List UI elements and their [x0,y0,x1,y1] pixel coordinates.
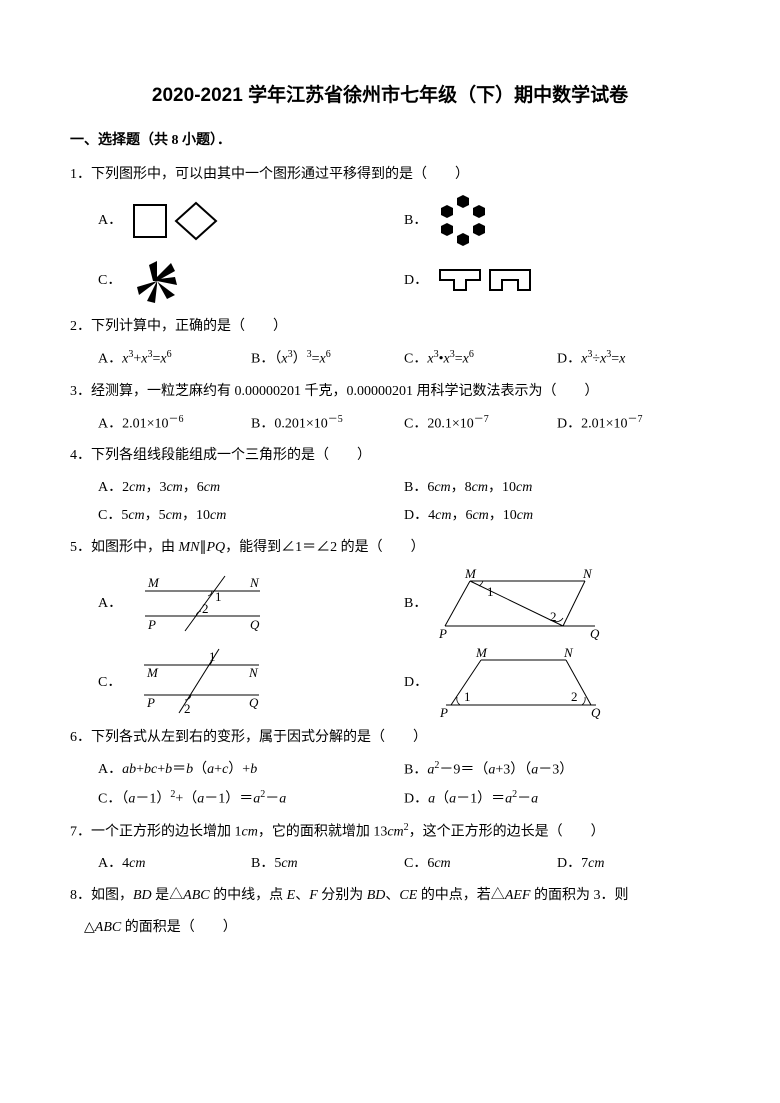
q1-d-label: D． [404,267,428,295]
svg-text:P: P [147,617,156,632]
section-heading: 一、选择题（共 8 小题）． [70,129,710,149]
q7-opt-a: A．4cm [98,850,251,878]
q3-opt-d: D．2.01×10－7 [557,410,710,439]
svg-text:P: P [439,705,448,720]
q3-opt-b: B．0.201×10－5 [251,410,404,439]
q5-a-label: A． [98,590,122,618]
q7-opt-b: B．5cm [251,850,404,878]
q8-stem: 8．如图，BD 是△ABC 的中线，点 E、F 分别为 BD、CE 的中点，若△… [70,882,710,910]
svg-text:1: 1 [209,649,216,664]
q1-a-label: A． [98,207,122,235]
svg-text:2: 2 [202,601,209,616]
question-3: 3．经测算，一粒芝麻约有 0.00000201 千克，0.00000201 用科… [70,378,710,439]
q1-opt-c: C． [98,253,404,309]
question-8: 8．如图，BD 是△ABC 的中线，点 E、F 分别为 BD、CE 的中点，若△… [70,882,710,942]
hexagon-ring-icon [435,193,491,249]
svg-text:Q: Q [249,695,259,710]
q5-opt-c: C． M N P Q 1 2 [98,645,404,720]
svg-text:N: N [249,575,260,590]
q4-stem: 4．下列各组线段能组成一个三角形的是（ ） [70,442,710,470]
question-4: 4．下列各组线段能组成一个三角形的是（ ） A．2cm，3cm，6cm B．6c… [70,442,710,530]
q6-stem: 6．下列各式从左到右的变形，属于因式分解的是（ ） [70,724,710,752]
svg-text:P: P [438,626,447,641]
question-6: 6．下列各式从左到右的变形，属于因式分解的是（ ） A．ab+bc+b＝b（a+… [70,724,710,813]
q4-opt-a: A．2cm，3cm，6cm [98,474,404,502]
q2-opt-b: B．（x3）3=x6 [251,345,404,374]
q5-stem: 5．如图形中，由 MN∥PQ，能得到∠1＝∠2 的是（ ） [70,534,710,562]
parallel-lines-a-icon: M N P Q 1 2 [130,571,280,636]
q2-stem: 2．下列计算中，正确的是（ ） [70,313,710,341]
q6-opt-b: B．a2－9＝（a+3）（a－3） [404,756,710,785]
q4-opt-d: D．4cm，6cm，10cm [404,502,710,530]
q1-c-label: C． [98,267,121,295]
parallel-lines-c-icon: M N P Q 1 2 [129,645,279,720]
svg-text:1: 1 [464,689,471,704]
svg-text:1: 1 [215,589,222,604]
svg-text:N: N [563,645,574,660]
q3-options: A．2.01×10－6 B．0.201×10－5 C．20.1×10－7 D．2… [70,410,710,439]
q5-d-label: D． [404,669,428,697]
svg-text:2: 2 [571,689,578,704]
q1-stem: 1．下列图形中，可以由其中一个图形通过平移得到的是（ ） [70,161,710,189]
square-diamond-icon [130,199,220,243]
q3-opt-a: A．2.01×10－6 [98,410,251,439]
svg-text:M: M [464,566,477,581]
q1-options-row2: C． D． [70,253,710,309]
q1-opt-d: D． [404,266,710,296]
svg-text:Q: Q [250,617,260,632]
q4-opt-c: C．5cm，5cm，10cm [98,502,404,530]
svg-text:Q: Q [591,705,601,720]
svg-text:M: M [475,645,488,660]
exam-page: 2020-2021 学年江苏省徐州市七年级（下）期中数学试卷 一、选择题（共 8… [0,0,780,1103]
q5-opt-a: A． M N P Q 1 2 [98,571,404,636]
q2-opt-c: C．x3•x3=x6 [404,345,557,374]
q7-options: A．4cm B．5cm C．6cm D．7cm [70,850,710,878]
pinwheel-icon [129,253,185,309]
q5-opt-b: B． MN PQ 1 2 [404,566,710,641]
q2-opt-d: D．x3÷x3=x [557,345,710,374]
svg-text:N: N [248,665,259,680]
q4-options: A．2cm，3cm，6cm B．6cm，8cm，10cm C．5cm，5cm，1… [70,474,710,530]
q1-options-row1: A． B． [70,193,710,249]
svg-text:M: M [147,575,160,590]
question-5: 5．如图形中，由 MN∥PQ，能得到∠1＝∠2 的是（ ） A． M N P Q 1… [70,534,710,720]
svg-text:2: 2 [184,701,191,716]
page-title: 2020-2021 学年江苏省徐州市七年级（下）期中数学试卷 [70,80,710,107]
q6-opt-a: A．ab+bc+b＝b（a+c）+b [98,756,404,785]
svg-text:N: N [582,566,593,581]
q2-options: A．x3+x3=x6 B．（x3）3=x6 C．x3•x3=x6 D．x3÷x3… [70,345,710,374]
q5-options-row2: C． M N P Q 1 2 D． [70,645,710,720]
q3-stem: 3．经测算，一粒芝麻约有 0.00000201 千克，0.00000201 用科… [70,378,710,406]
question-2: 2．下列计算中，正确的是（ ） A．x3+x3=x6 B．（x3）3=x6 C．… [70,313,710,374]
q6-opt-c: C．（a－1）2+（a－1）＝a2－a [98,785,404,814]
q5-c-label: C． [98,669,121,697]
q7-opt-c: C．6cm [404,850,557,878]
parallel-lines-b-icon: MN PQ 1 2 [435,566,605,641]
q1-opt-a: A． [98,199,404,243]
q4-opt-b: B．6cm，8cm，10cm [404,474,710,502]
parallel-lines-d-icon: M N P Q 1 2 [436,645,606,720]
svg-text:P: P [146,695,155,710]
q5-options-row1: A． M N P Q 1 2 B． [70,566,710,641]
q3-opt-c: C．20.1×10－7 [404,410,557,439]
bracket-shapes-icon [436,266,536,296]
q7-stem: 7．一个正方形的边长增加 1cm，它的面积就增加 13cm2，这个正方形的边长是… [70,818,710,847]
q8-stem2: △ABC 的面积是（ ） [70,914,710,942]
q1-b-label: B． [404,207,427,235]
q6-opt-d: D．a（a－1）＝a2－a [404,785,710,814]
question-1: 1．下列图形中，可以由其中一个图形通过平移得到的是（ ） A． B． [70,161,710,309]
q5-opt-d: D． M N P Q 1 2 [404,645,710,720]
svg-text:M: M [146,665,159,680]
q2-opt-a: A．x3+x3=x6 [98,345,251,374]
question-7: 7．一个正方形的边长增加 1cm，它的面积就增加 13cm2，这个正方形的边长是… [70,818,710,879]
q5-b-label: B． [404,590,427,618]
q1-opt-b: B． [404,193,710,249]
q7-opt-d: D．7cm [557,850,710,878]
q6-options: A．ab+bc+b＝b（a+c）+b B．a2－9＝（a+3）（a－3） C．（… [70,756,710,813]
svg-text:1: 1 [487,584,494,599]
svg-text:Q: Q [590,626,600,641]
